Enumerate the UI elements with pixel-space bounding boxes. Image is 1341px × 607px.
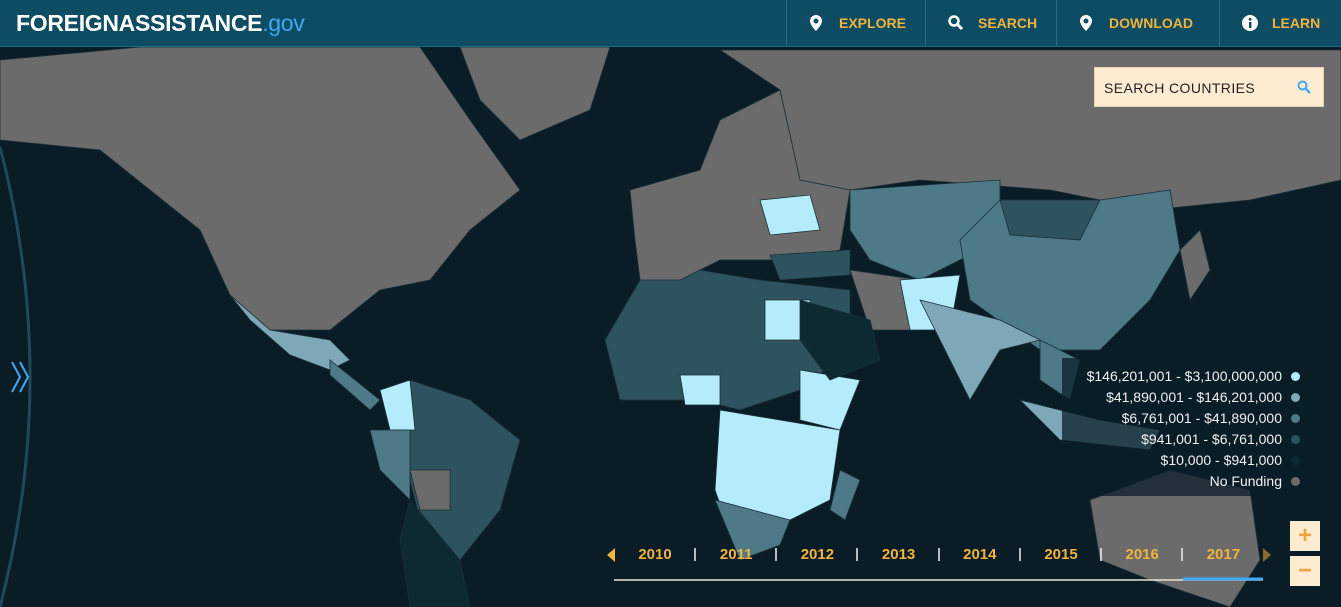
bolivia[interactable] [409, 469, 451, 511]
legend-label: $41,890,001 - $146,201,000 [1106, 389, 1282, 405]
madagascar[interactable] [829, 469, 861, 521]
timeline-year[interactable]: 2015 [1044, 546, 1078, 563]
ukraine[interactable] [759, 194, 821, 236]
nav-label: EXPLORE [839, 15, 906, 31]
legend-swatch [1291, 392, 1300, 402]
legend-label: $146,201,001 - $3,100,000,000 [1086, 368, 1282, 384]
southern-cone[interactable] [399, 499, 471, 607]
timeline-year[interactable]: 2013 [881, 546, 916, 563]
india[interactable] [919, 299, 1042, 401]
legend-item: $41,890,001 - $146,201,000 [1106, 389, 1300, 405]
legend-label: $941,001 - $6,761,000 [1141, 431, 1282, 447]
legend-item: $941,001 - $6,761,000 [1141, 431, 1300, 447]
legend-item: $10,000 - $941,000 [1161, 452, 1300, 468]
logo-suffix: .gov [262, 10, 305, 36]
nav-icon [948, 15, 964, 31]
legend-swatch [1291, 413, 1300, 423]
header: FOREIGNASSISTANCE.gov EXPLORE SEARCH DOWNL… [0, 0, 1341, 47]
open-panel-chevron[interactable] [11, 361, 30, 393]
zoom-in[interactable]: + [1290, 521, 1320, 551]
japan[interactable] [1179, 229, 1211, 302]
legend-swatch [1291, 476, 1300, 486]
legend-item: $6,761,001 - $41,890,000 [1122, 410, 1300, 426]
timeline-year[interactable]: 2016 [1125, 546, 1159, 563]
central-america[interactable] [329, 359, 381, 411]
timeline-year[interactable]: 2017 [1206, 546, 1241, 563]
turkey[interactable] [769, 249, 851, 281]
legend-label: No Funding [1209, 473, 1282, 489]
brazil[interactable] [409, 379, 521, 561]
legend-swatch [1291, 434, 1300, 444]
nav-icon [1080, 15, 1092, 31]
nav-icon [1242, 15, 1258, 31]
side-panel-edge [0, 146, 32, 607]
nav-icon [810, 15, 822, 31]
nav-item[interactable]: DOWNLOAD [1056, 0, 1219, 46]
timeline-year[interactable]: 2014 [963, 546, 997, 563]
logo[interactable]: FOREIGNASSISTANCE.gov [16, 10, 305, 37]
nav-label: SEARCH [978, 15, 1038, 31]
legend-label: $6,761,001 - $41,890,000 [1121, 410, 1282, 426]
legend-swatch [1291, 371, 1300, 381]
legend: $146,201,001 - $3,100,000,000 $41,890,001… [1062, 358, 1310, 496]
timeline-year[interactable]: 2011 [719, 546, 753, 563]
north-america[interactable] [0, 47, 521, 331]
logo-text: FOREIGNASSISTANCE [16, 10, 263, 36]
world-map [0, 47, 1341, 607]
legend-label: $10,000 - $941,000 [1160, 452, 1282, 468]
nav-label: LEARN [1272, 15, 1321, 31]
mongolia[interactable] [999, 199, 1101, 241]
timeline-prev[interactable] [607, 548, 615, 562]
search-box[interactable]: SEARCH COUNTRIES [1094, 67, 1324, 107]
legend-swatch [1291, 455, 1300, 465]
legend-item: No Funding [1210, 473, 1300, 489]
timeline-year[interactable]: 2010 [638, 546, 672, 563]
south-africa[interactable] [714, 499, 791, 561]
timeline-next[interactable] [1263, 548, 1271, 562]
nav-item[interactable]: SEARCH [925, 0, 1056, 46]
mexico[interactable] [229, 294, 351, 371]
search-placeholder: SEARCH COUNTRIES [1104, 80, 1256, 96]
nigeria[interactable] [679, 374, 721, 406]
timeline-year[interactable]: 2012 [800, 546, 835, 563]
search-icon [1297, 80, 1311, 94]
legend-item: $146,201,001 - $3,100,000,000 [1087, 368, 1300, 384]
colombia[interactable] [379, 379, 416, 431]
nav-label: DOWNLOAD [1109, 15, 1193, 31]
zoom-out[interactable]: − [1290, 556, 1320, 586]
greenland[interactable] [459, 47, 611, 141]
nav-item[interactable]: EXPLORE [786, 0, 925, 46]
saudi-arabia[interactable] [799, 299, 881, 381]
peru[interactable] [369, 429, 411, 501]
nav-item[interactable]: LEARN [1219, 0, 1341, 46]
